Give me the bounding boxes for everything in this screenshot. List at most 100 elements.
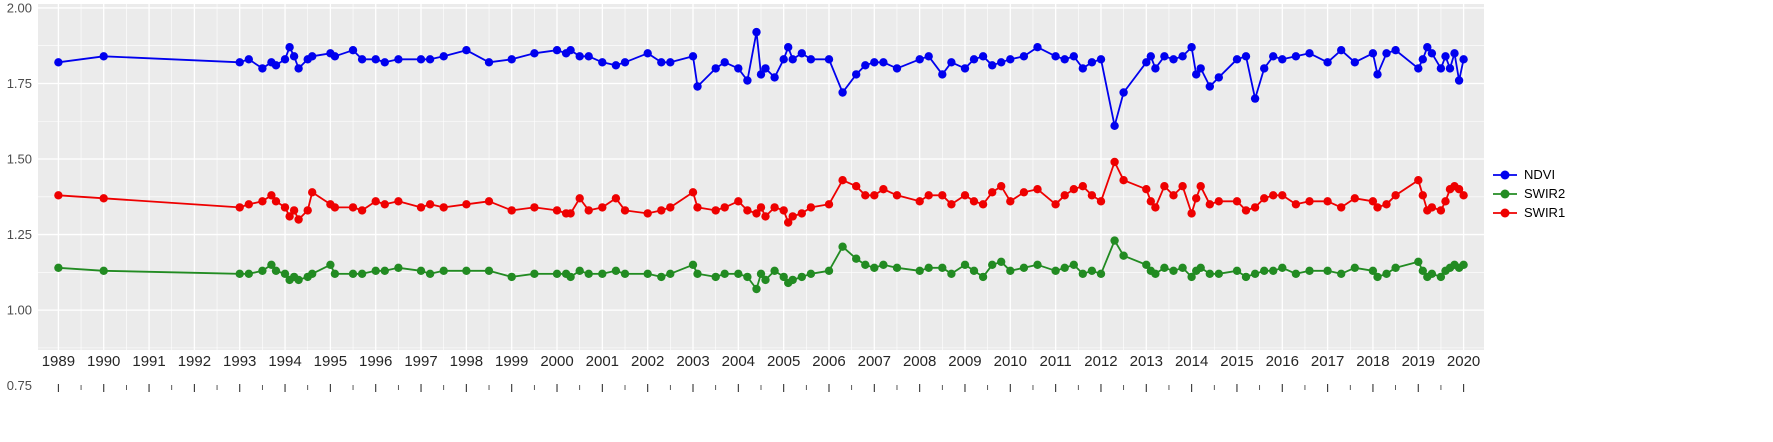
data-point-swir2: [838, 242, 847, 251]
data-point-swir2: [1232, 266, 1242, 275]
data-point-ndvi: [711, 64, 720, 73]
data-point-swir1: [997, 182, 1006, 191]
data-point-swir1: [988, 188, 997, 197]
x-axis-tick-label: 1993: [223, 353, 256, 370]
data-point-swir2: [507, 272, 516, 282]
data-point-swir2: [1060, 263, 1069, 272]
x-axis-tick-label: 2009: [948, 353, 981, 370]
data-point-swir1: [1142, 185, 1151, 194]
data-point-ndvi: [1436, 64, 1446, 73]
data-point-swir1: [54, 191, 63, 200]
data-point-swir2: [1373, 272, 1382, 282]
data-point-swir2: [267, 260, 276, 269]
data-point-ndvi: [1454, 76, 1464, 85]
x-axis-tick-label: 1999: [495, 353, 528, 370]
data-point-ndvi: [258, 64, 267, 73]
data-point-ndvi: [1368, 49, 1378, 58]
data-point-ndvi: [357, 55, 367, 64]
data-point-swir2: [1241, 272, 1251, 282]
data-point-ndvi: [1427, 49, 1437, 58]
x-axis-tick-label: 2019: [1402, 353, 1435, 370]
data-point-swir1: [788, 212, 797, 221]
data-point-ndvi: [484, 58, 494, 67]
data-point-swir2: [1019, 263, 1029, 272]
data-point-swir1: [797, 209, 806, 218]
data-point-swir2: [1291, 269, 1301, 278]
data-point-swir1: [969, 197, 979, 206]
data-point-ndvi: [1441, 52, 1450, 61]
data-point-swir1: [1418, 191, 1428, 200]
data-point-ndvi: [566, 46, 575, 55]
y-axis-tick-label: 2.00: [7, 0, 32, 15]
data-point-swir1: [530, 203, 539, 212]
data-point-ndvi: [308, 52, 317, 61]
data-point-ndvi: [779, 55, 788, 64]
data-point-swir2: [258, 266, 267, 275]
data-point-swir1: [1323, 197, 1332, 206]
data-point-ndvi: [861, 61, 870, 70]
data-point-swir1: [620, 206, 630, 215]
x-axis-tick-label: 2018: [1356, 353, 1389, 370]
data-point-ndvi: [1060, 55, 1069, 64]
data-point-swir1: [693, 203, 702, 212]
data-point-ndvi: [280, 55, 290, 64]
data-point-swir2: [271, 266, 281, 275]
data-point-swir1: [330, 203, 340, 212]
y-axis-tick-label: 1.75: [7, 76, 32, 91]
data-point-swir2: [693, 269, 702, 278]
data-point-swir1: [806, 203, 816, 212]
data-point-swir1: [838, 176, 847, 185]
data-point-ndvi: [1373, 70, 1382, 79]
data-point-swir2: [1051, 266, 1060, 275]
data-point-ndvi: [575, 52, 584, 61]
legend-item-ndvi: NDVI: [1492, 168, 1565, 182]
data-point-ndvi: [1119, 88, 1128, 97]
data-point-swir1: [852, 182, 861, 191]
data-point-swir1: [1441, 197, 1450, 206]
data-point-ndvi: [1414, 64, 1423, 73]
data-point-swir1: [947, 200, 956, 209]
data-point-ndvi: [720, 58, 729, 67]
data-point-ndvi: [1019, 52, 1029, 61]
data-point-ndvi: [666, 58, 675, 67]
data-point-swir1: [1019, 188, 1029, 197]
data-point-ndvi: [371, 55, 380, 64]
data-point-swir1: [1169, 191, 1178, 200]
data-point-swir2: [879, 260, 888, 269]
data-point-ndvi: [824, 55, 834, 64]
data-point-swir2: [761, 275, 770, 285]
data-point-swir2: [752, 284, 761, 294]
data-point-swir2: [566, 272, 575, 282]
data-point-ndvi: [1241, 52, 1251, 61]
data-point-swir1: [688, 188, 698, 197]
x-axis-tick-label: 1991: [132, 353, 165, 370]
data-point-ndvi: [380, 58, 389, 67]
data-point-swir2: [1459, 260, 1468, 269]
data-point-swir1: [258, 197, 267, 206]
data-point-swir2: [978, 272, 988, 282]
data-point-swir2: [620, 269, 630, 278]
data-point-swir1: [462, 200, 471, 209]
data-point-swir2: [462, 266, 471, 275]
data-point-swir2: [1196, 263, 1205, 272]
data-point-ndvi: [770, 73, 779, 82]
data-point-ndvi: [1450, 49, 1459, 58]
data-point-ndvi: [1269, 52, 1278, 61]
data-point-swir1: [285, 212, 294, 221]
data-point-swir2: [657, 272, 666, 282]
data-point-swir1: [308, 188, 317, 197]
data-point-swir1: [915, 197, 924, 206]
data-point-ndvi: [416, 55, 426, 64]
data-point-ndvi: [756, 70, 766, 79]
data-point-ndvi: [1459, 55, 1468, 64]
data-point-ndvi: [1151, 64, 1160, 73]
data-point-swir2: [1033, 260, 1042, 269]
x-axis-tick-label: 1989: [42, 353, 75, 370]
x-axis-tick-label: 2003: [676, 353, 709, 370]
data-point-swir2: [99, 266, 108, 275]
data-point-swir2: [371, 266, 380, 275]
data-point-swir1: [666, 203, 675, 212]
data-point-swir2: [1142, 260, 1151, 269]
data-point-swir1: [1269, 191, 1278, 200]
data-point-swir2: [734, 269, 743, 278]
